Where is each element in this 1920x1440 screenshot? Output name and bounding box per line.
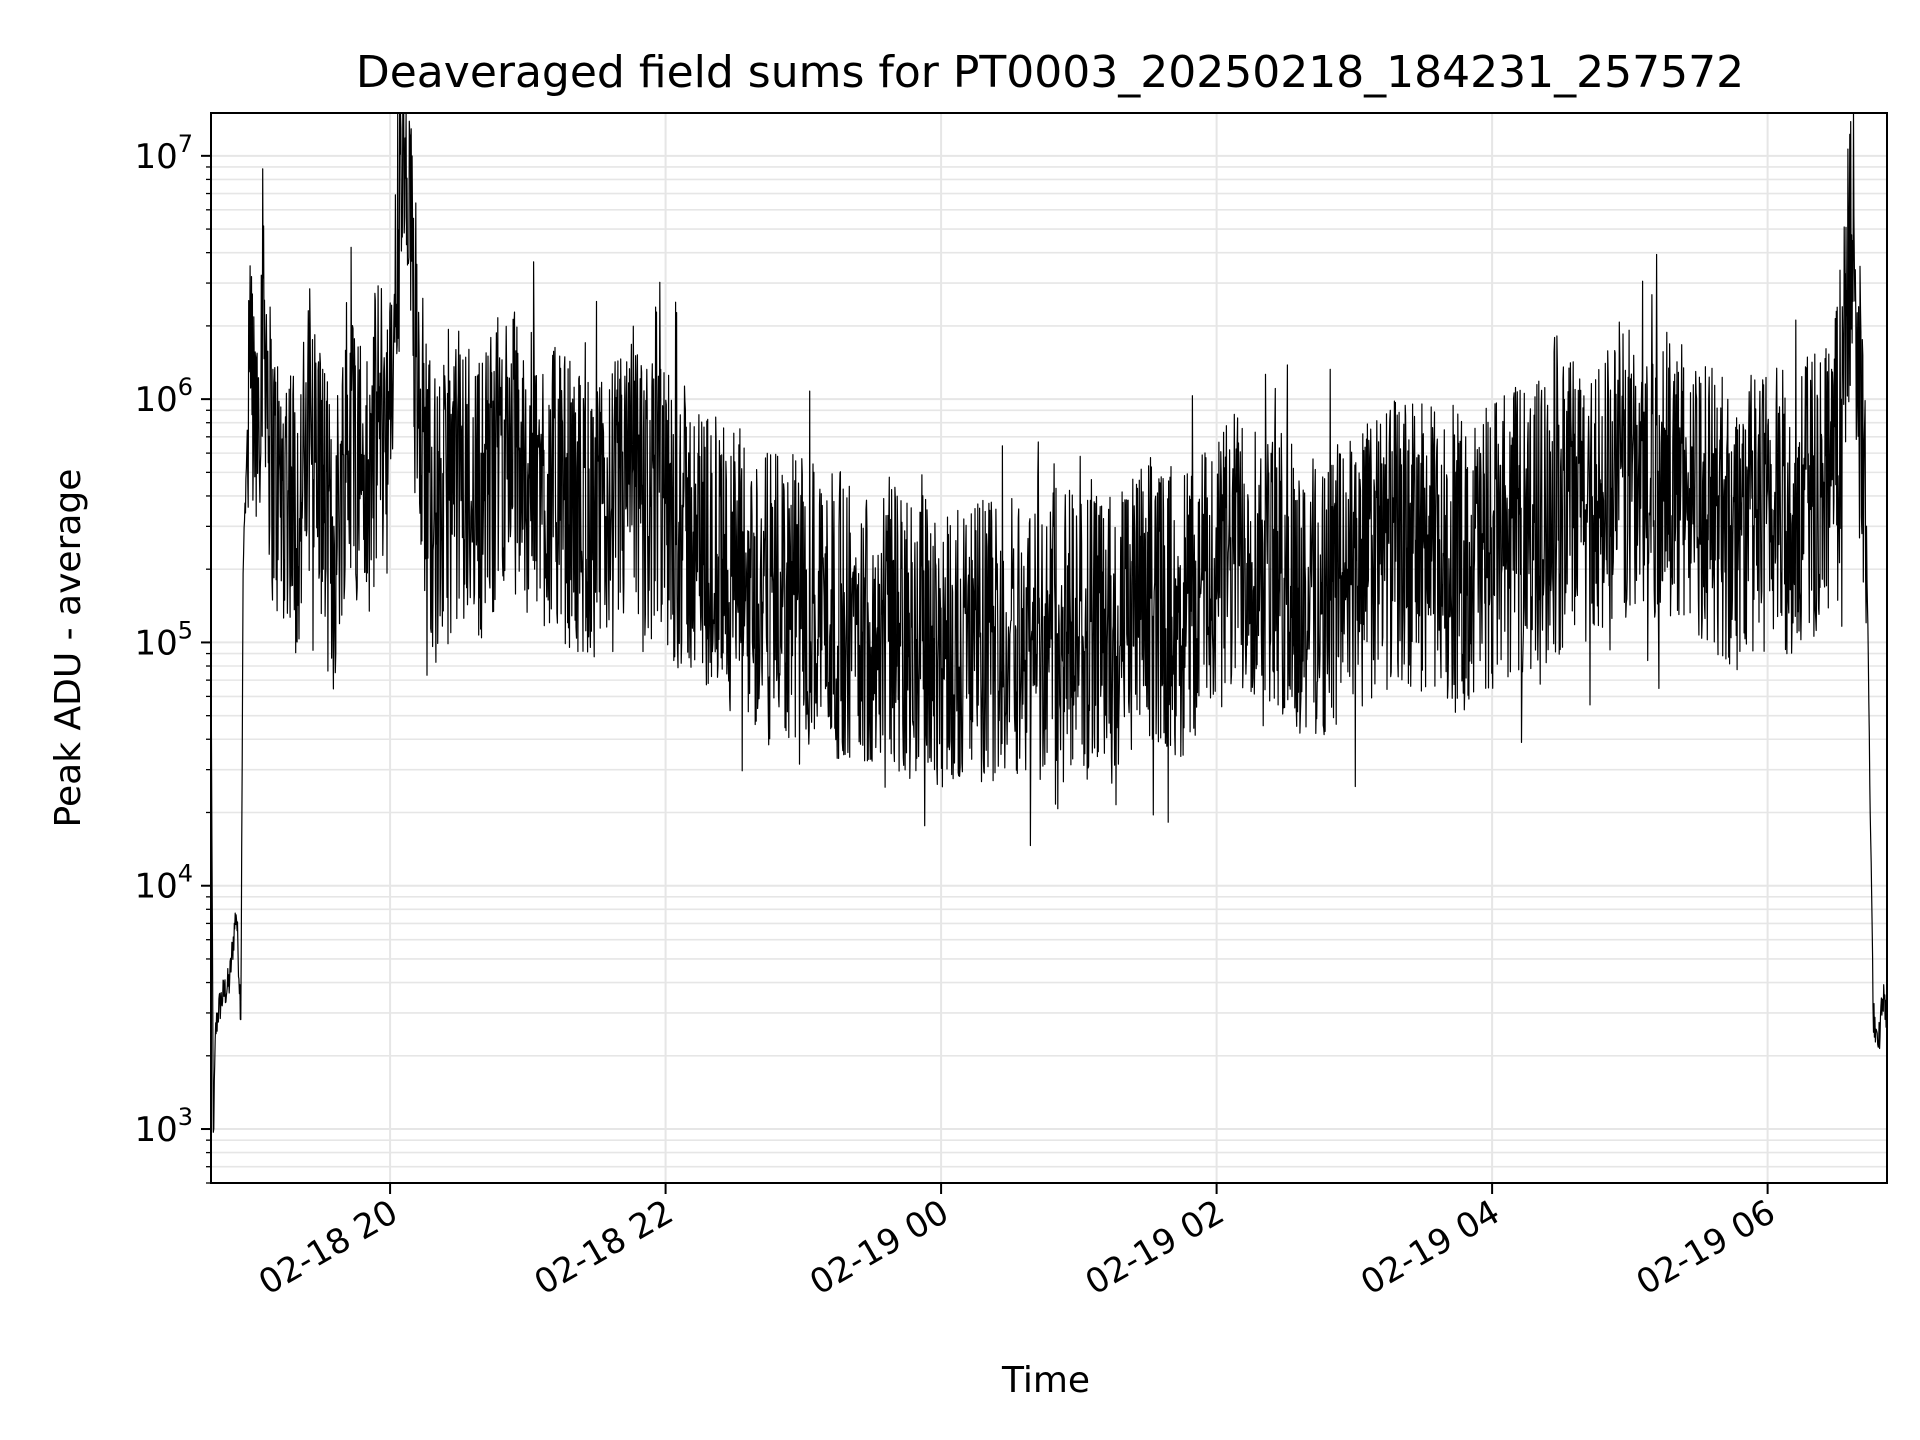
y-tick-exponent: 6 — [178, 373, 193, 401]
chart-title: Deaveraged field sums for PT0003_2025021… — [356, 47, 1744, 98]
grid — [211, 113, 1887, 1184]
y-axis-label: Peak ADU - average — [48, 469, 89, 828]
y-tick-exponent: 7 — [178, 130, 193, 158]
x-tick-label: 02-19 00 — [803, 1192, 955, 1303]
y-tick-exponent: 5 — [178, 616, 193, 644]
y-tick-label: 104 — [134, 860, 193, 907]
y-tick-exponent: 3 — [178, 1103, 193, 1131]
x-axis-label: Time — [1001, 1360, 1090, 1401]
y-tick-base: 10 — [134, 380, 177, 420]
y-tick-exponent: 4 — [178, 860, 193, 888]
series-line-layer — [210, 112, 1888, 1133]
x-tick-label: 02-18 22 — [528, 1192, 680, 1303]
x-tick-label: 02-19 04 — [1354, 1192, 1506, 1303]
y-tick-label: 107 — [134, 130, 193, 177]
x-tick-label: 02-19 02 — [1079, 1192, 1231, 1303]
x-tick-label: 02-19 06 — [1630, 1192, 1782, 1303]
x-axis: 02-18 20 02-18 22 02-19 00 02-19 02 02-19 04… — [252, 1183, 1782, 1303]
x-tick-label: 02-18 20 — [252, 1192, 404, 1303]
y-tick-base: 10 — [134, 867, 177, 907]
y-tick-base: 10 — [134, 1110, 177, 1150]
plot-frame — [210, 112, 1888, 1184]
y-tick-base: 10 — [134, 137, 177, 177]
y-tick-base: 10 — [134, 623, 177, 663]
y-tick-label: 105 — [134, 616, 193, 663]
series-line — [210, 112, 1888, 1133]
y-tick-label: 106 — [134, 373, 193, 420]
y-tick-label: 103 — [134, 1103, 193, 1150]
